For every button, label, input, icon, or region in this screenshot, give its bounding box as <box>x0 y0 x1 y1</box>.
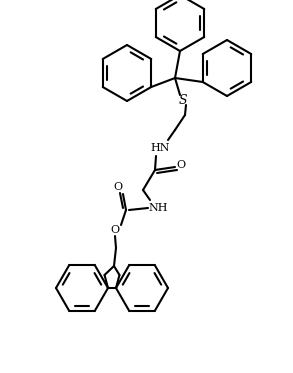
Text: O: O <box>110 225 120 235</box>
Text: S: S <box>179 94 187 107</box>
Text: NH: NH <box>148 203 168 213</box>
Text: O: O <box>113 182 122 192</box>
Text: HN: HN <box>150 143 170 153</box>
Text: O: O <box>176 160 185 170</box>
